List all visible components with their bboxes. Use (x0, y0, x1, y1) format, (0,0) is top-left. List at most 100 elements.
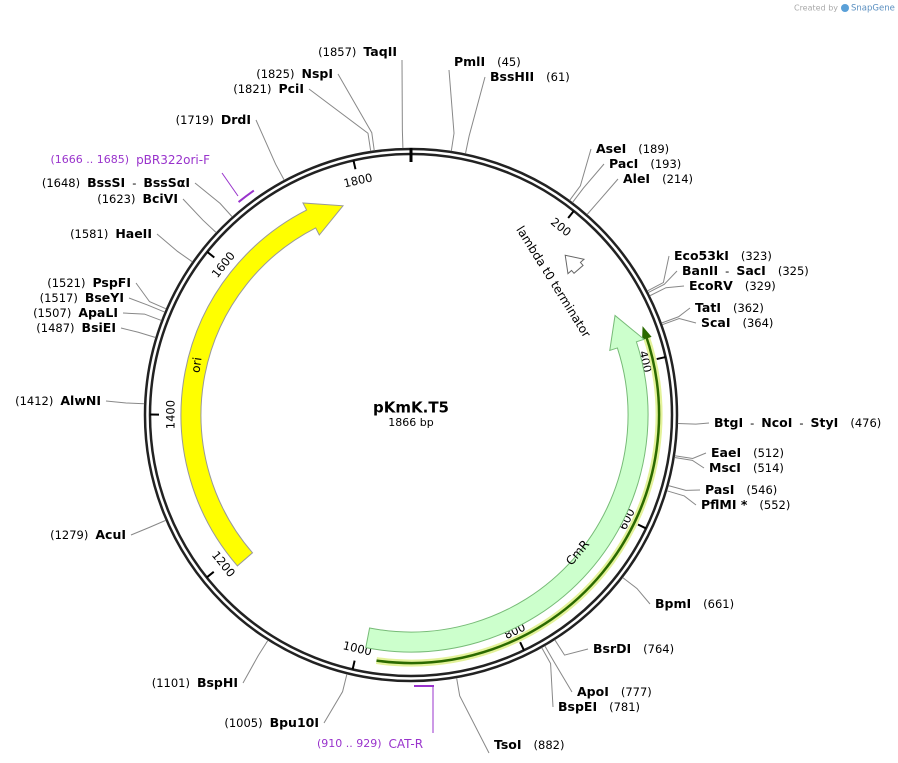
tick-mark (206, 251, 215, 259)
enzyme-name: TsoI (494, 737, 522, 752)
ori-arrow (180, 202, 345, 567)
enzyme-leader (255, 119, 285, 181)
enzyme-name: EaeI (711, 445, 741, 460)
enzyme-label: (1648) BssSI - BssSαI (42, 175, 190, 190)
enzyme-label: (1101) BspHI (152, 675, 238, 690)
primer-label: (1666 .. 1685) pBR322ori-F (51, 153, 211, 167)
enzyme-label: (1821) PciI (233, 81, 304, 96)
primer-leader (221, 172, 239, 197)
enzyme-leader (120, 327, 156, 338)
enzyme-leader (242, 640, 269, 684)
enzyme-site: (189) (638, 142, 669, 156)
enzyme-leader (194, 182, 233, 218)
tick-mark (519, 641, 525, 651)
enzyme-leader (541, 647, 554, 708)
enzyme-name: TatI (695, 300, 721, 315)
enzyme-site: (193) (650, 157, 681, 171)
enzyme-leader (674, 452, 707, 460)
enzyme-site: (476) (850, 416, 881, 430)
enzyme-label: PflMI * (552) (701, 497, 790, 512)
enzyme-name: BspEI (558, 699, 597, 714)
enzyme-label: (1719) DrdI (176, 112, 251, 127)
enzyme-name: BssSI (87, 175, 125, 190)
cmr-line-head (642, 326, 652, 340)
enzyme-name: PciI (278, 81, 304, 96)
cmr-line (376, 333, 661, 665)
enzyme-label: BsrDI (764) (593, 641, 674, 656)
enzyme-label: BtgI - NcoI - StyI (476) (714, 415, 881, 430)
enzyme-label: AleI (214) (623, 171, 693, 186)
terminator-arrow (564, 254, 586, 275)
separator: - (750, 416, 754, 430)
enzyme-label: BanII - SacI (325) (682, 263, 809, 278)
enzyme-site: (323) (741, 249, 772, 263)
enzyme-name: AseI (596, 141, 626, 156)
enzyme-label: PacI (193) (609, 156, 681, 171)
enzyme-label: TsoI (882) (494, 737, 564, 752)
enzyme-site: (214) (662, 172, 693, 186)
enzyme-label: (1005) Bpu10I (224, 715, 319, 730)
enzyme-leader (668, 485, 701, 491)
enzyme-name: BsrDI (593, 641, 631, 656)
enzyme-name: BanII (682, 263, 718, 278)
enzyme-name: AcuI (95, 527, 126, 542)
enzyme-name: BssHII (490, 69, 534, 84)
enzyme-leader (666, 490, 697, 506)
enzyme-site: (1581) (70, 227, 108, 241)
enzyme-label: (1487) BsiEI (36, 320, 116, 335)
enzyme-site: (1825) (256, 67, 294, 81)
enzyme-label: EaeI (512) (711, 445, 784, 460)
enzyme-site: (1005) (224, 716, 262, 730)
enzyme-leader (662, 318, 697, 326)
enzyme-label: (1581) HaeII (70, 226, 152, 241)
tick-label: 1000 (342, 638, 374, 658)
plasmid-length: 1866 bp (388, 416, 433, 429)
enzyme-site: (1279) (50, 528, 88, 542)
primer-mark (237, 189, 255, 203)
created-by: Created by (794, 4, 838, 13)
enzyme-leader (182, 198, 217, 233)
enzyme-site: (1648) (42, 176, 80, 190)
enzyme-site: (514) (753, 461, 784, 475)
enzyme-site: (764) (643, 642, 674, 656)
enzyme-site: (781) (609, 700, 640, 714)
enzyme-label: Eco53kI (323) (674, 248, 772, 263)
enzyme-leader (456, 677, 490, 754)
enzyme-name: BspHI (197, 675, 238, 690)
tick-label: 1800 (342, 170, 374, 190)
enzyme-name: BssSαI (143, 175, 190, 190)
enzyme-name: ApoI (577, 684, 609, 699)
tick-mark (351, 660, 356, 670)
enzyme-leader (554, 639, 589, 656)
enzyme-leader (572, 163, 605, 203)
enzyme-name: AleI (623, 171, 650, 186)
enzyme-leader (337, 73, 375, 151)
enzyme-leader (105, 400, 145, 405)
separator: - (725, 264, 729, 278)
enzyme-site: (1412) (15, 394, 53, 408)
separator: - (132, 176, 136, 190)
enzyme-name: ScaI (701, 315, 731, 330)
enzyme-site: (661) (703, 597, 734, 611)
ori-label: ori (188, 356, 204, 373)
enzyme-leader (622, 577, 651, 605)
enzyme-leader (544, 645, 573, 693)
enzyme-site: (61) (546, 70, 570, 84)
enzyme-site: (1719) (176, 113, 214, 127)
enzyme-name: PmlI (454, 54, 485, 69)
tick-mark (656, 356, 666, 361)
enzyme-name: DrdI (221, 112, 251, 127)
enzyme-name: PspFI (92, 275, 131, 290)
tick-label: 200 (548, 215, 574, 240)
enzyme-name: BtgI (714, 415, 743, 430)
cmr-arrow (365, 314, 649, 653)
enzyme-name: TaqII (363, 44, 397, 59)
enzyme-name: Eco53kI (674, 248, 729, 263)
tick-mark (352, 160, 357, 170)
enzyme-label: PasI (546) (705, 482, 777, 497)
enzyme-leader (677, 422, 710, 425)
enzyme-label: BpmI (661) (655, 596, 734, 611)
enzyme-leader (156, 233, 193, 263)
separator: - (799, 416, 803, 430)
